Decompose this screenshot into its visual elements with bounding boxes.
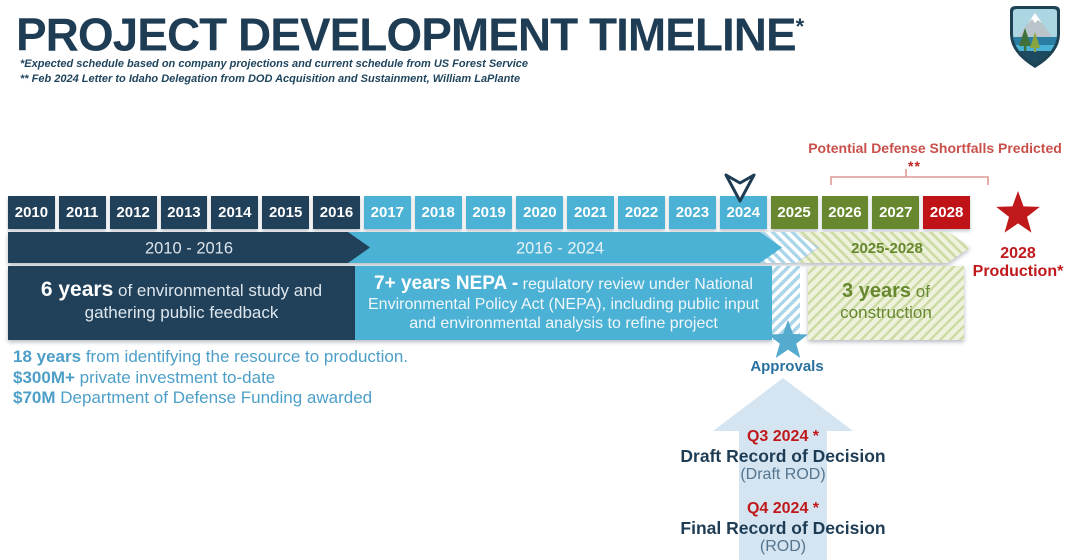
study-lead: 6 years <box>40 278 114 301</box>
footnotes: *Expected schedule based on company proj… <box>20 57 528 87</box>
phase-label-2016-2024: 2016 - 2024 <box>516 240 604 258</box>
key-stats: 18 years from identifying the resource t… <box>13 347 408 409</box>
pending-hatch-chevron <box>758 232 818 263</box>
year-cell-2010: 2010 <box>8 196 55 229</box>
milestone-title: Final Record of Decision <box>680 518 886 538</box>
stat-text: private investment to-date <box>79 367 276 387</box>
stat-lead: $300M+ <box>13 367 75 387</box>
shortfall-bracket <box>830 169 989 185</box>
page-title: PROJECT DEVELOPMENT TIMELINE* <box>16 8 805 61</box>
stat-lead: 18 years <box>13 347 82 366</box>
stat-lead: $70M <box>13 388 56 407</box>
year-cell-2012: 2012 <box>109 196 157 229</box>
stat-text: from identifying the resource to product… <box>85 347 409 366</box>
year-cell-2025: 2025 <box>770 196 818 229</box>
milestone-final-rod: Q4 2024 * Final Record of Decision (ROD) <box>647 500 919 555</box>
title-asterisk: * <box>795 14 805 39</box>
production-callout: 2028 Production* <box>960 191 1076 281</box>
year-cell-2021: 2021 <box>567 196 615 229</box>
year-cell-2011: 2011 <box>58 196 106 229</box>
timeline-year-row: 2010 2011 2012 2013 2014 2015 2016 2017 … <box>8 196 971 229</box>
footnote-1: *Expected schedule based on company proj… <box>20 58 528 70</box>
stat-text: Department of Defense Funding awarded <box>60 388 373 407</box>
year-cell-2026: 2026 <box>821 196 869 229</box>
year-cell-2014: 2014 <box>211 196 259 229</box>
environmental-study-box: 6 years of environmental study and gathe… <box>8 266 355 340</box>
current-position-dart-icon <box>724 173 756 203</box>
stat-line: 18 years from identifying the resource t… <box>13 347 408 368</box>
milestone-subtitle: (ROD) <box>759 538 807 555</box>
construction-box: 3 years of construction <box>808 266 964 340</box>
rod-milestones: Q3 2024 * Draft Record of Decision (Draf… <box>647 428 919 555</box>
phase-label-2025-2028: 2025-2028 <box>851 240 923 257</box>
construction-phase-arrow <box>797 232 970 263</box>
year-cell-2023: 2023 <box>668 196 716 229</box>
production-star-icon <box>996 191 1040 233</box>
footnote-2: ** Feb 2024 Letter to Idaho Delegation f… <box>20 73 521 85</box>
double-asterisk-note: ** <box>908 158 921 174</box>
defense-shortfall-label: Potential Defense Shortfalls Predicted <box>808 140 1062 156</box>
phase-arrow-bar: 2010 - 2016 2016 - 2024 2025-2028 <box>8 232 970 263</box>
study-phase-arrow <box>8 232 370 263</box>
milestone-draft-rod: Q3 2024 * Draft Record of Decision (Draf… <box>647 428 919 483</box>
stat-line: $70M Department of Defense Funding award… <box>13 388 408 409</box>
approvals-star-icon <box>768 320 808 358</box>
construction-lead: 3 years <box>842 280 912 302</box>
nepa-lead: 7+ years NEPA - <box>374 273 519 294</box>
production-label: Production* <box>972 263 1064 280</box>
nepa-text: regulatory review under National Environ… <box>368 276 759 332</box>
milestone-title: Draft Record of Decision <box>680 446 886 466</box>
phase-label-2010-2016: 2010 - 2016 <box>145 240 233 258</box>
production-year: 2028 <box>1000 245 1036 262</box>
study-text: of environmental study and gathering pub… <box>84 281 323 322</box>
approvals-label: Approvals <box>750 358 824 375</box>
year-cell-2024: 2024 <box>719 196 767 229</box>
stat-line: $300M+ private investment to-date <box>13 368 408 389</box>
mountain-shield-logo-icon <box>1010 6 1060 68</box>
milestone-quarter: Q3 2024 * <box>746 428 820 445</box>
year-cell-2019: 2019 <box>465 196 513 229</box>
year-cell-2028: 2028 <box>923 196 971 229</box>
year-cell-2017: 2017 <box>363 196 411 229</box>
year-cell-2015: 2015 <box>262 196 310 229</box>
milestone-subtitle: (Draft ROD) <box>740 466 826 483</box>
decision-up-arrow <box>713 378 853 560</box>
construction-text: of construction <box>840 282 932 322</box>
year-cell-2018: 2018 <box>414 196 462 229</box>
year-cell-2013: 2013 <box>160 196 208 229</box>
year-cell-2016: 2016 <box>313 196 360 229</box>
milestone-quarter: Q4 2024 * <box>746 500 820 517</box>
year-cell-2027: 2027 <box>872 196 920 229</box>
nepa-phase-arrow <box>338 232 782 263</box>
nepa-review-box: 7+ years NEPA - regulatory review under … <box>355 266 772 340</box>
year-cell-2022: 2022 <box>618 196 665 229</box>
year-cell-2020: 2020 <box>516 196 564 229</box>
